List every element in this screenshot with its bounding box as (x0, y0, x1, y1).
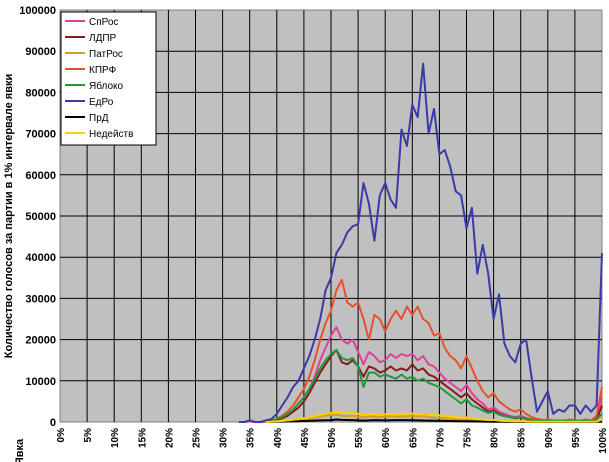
x-tick-label: 95% (571, 428, 582, 448)
x-tick-label: 50% (327, 428, 338, 448)
legend-label: ПрД (89, 113, 109, 124)
y-tick-label: 70000 (25, 129, 56, 141)
legend-label: Недейств (89, 129, 133, 140)
legend-label: ЕдРо (89, 97, 114, 108)
legend-label: КПРФ (89, 65, 117, 76)
x-tick-label: 15% (137, 428, 148, 448)
y-axis-title: Количество голосов за партии в 1% интерв… (3, 74, 15, 359)
series-line (238, 278, 603, 423)
x-tick-label: 70% (435, 428, 446, 448)
y-tick-label: 80000 (25, 87, 56, 99)
x-tick-label: 45% (300, 428, 311, 448)
x-tick-label: 35% (246, 428, 257, 448)
legend: СпРос ЛДПР ПатРос КПРФ Яблоко ЕдРо ПрД Недейств (60, 11, 157, 146)
x-tick-label: 100% (598, 428, 609, 454)
y-tick-label: 30000 (25, 293, 56, 305)
legend-label: Яблоко (89, 80, 123, 92)
x-tick-label: 5% (83, 428, 94, 443)
legend-label: ПатРос (89, 49, 123, 60)
x-tick-label: 55% (354, 428, 365, 448)
y-tick-label: 20000 (25, 335, 56, 347)
series-line (238, 62, 603, 423)
x-tick-label: 85% (517, 428, 528, 448)
x-axis-title: Явка (14, 438, 26, 462)
x-tick-label: 25% (192, 428, 203, 448)
y-tick-label: 60000 (25, 170, 56, 182)
x-tick-label: 75% (463, 428, 474, 448)
x-tick-label: 60% (381, 428, 392, 448)
legend-label: ЛДПР (89, 33, 117, 44)
x-tick-label: 10% (110, 428, 121, 448)
y-tick-label: 10000 (25, 376, 56, 388)
y-tick-label: 100000 (19, 5, 56, 17)
x-tick-label: 80% (490, 428, 501, 448)
series-layer (238, 62, 603, 423)
y-tick-label: 40000 (25, 252, 56, 264)
x-tick-label: 20% (164, 428, 175, 448)
legend-box (60, 11, 157, 146)
x-tick-label: 30% (219, 428, 230, 448)
y-tick-label: 50000 (25, 211, 56, 223)
x-axis-ticks: 0% 5% 10% 15% 20% 25% 30% 35% 40% 45% 50% 55% 60% 65%… (56, 428, 609, 454)
x-tick-label: 0% (56, 428, 67, 443)
x-tick-label: 40% (273, 428, 284, 448)
series-line (265, 411, 603, 423)
x-tick-label: 90% (544, 428, 555, 448)
y-axis-ticks: 0 10000 20000 30000 40000 50000 60000 70000 8000… (19, 5, 56, 429)
x-tick-label: 65% (408, 428, 419, 448)
legend-label: СпРос (89, 17, 118, 28)
y-tick-label: 90000 (25, 46, 56, 58)
y-tick-label: 0 (50, 417, 56, 429)
